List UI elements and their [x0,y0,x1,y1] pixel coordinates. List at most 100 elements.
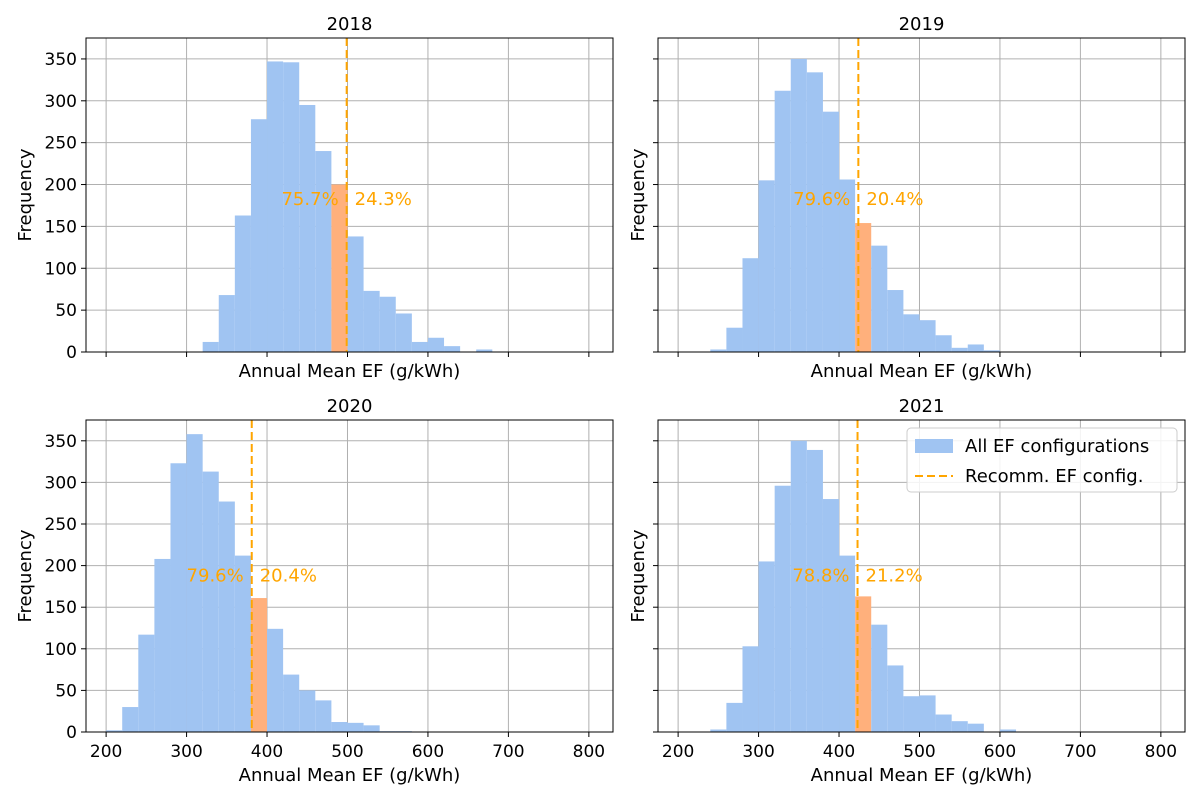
histogram-bar [710,349,727,352]
histogram-bar [283,62,300,353]
x-tick-label: 700 [1064,742,1096,762]
histogram-bar [855,596,872,732]
histogram-bar [999,729,1017,732]
histogram-bar [267,628,284,732]
y-tick-label: 150 [45,217,77,237]
x-tick-label: 200 [90,742,122,762]
histogram-bar [710,729,727,732]
histogram-bar [186,434,203,732]
histogram-bar [218,501,235,732]
panel-2018: 75.7% 24.3% 0 50 100 150 200 250 300 350 2018 Annua… [15,14,614,382]
histogram-bar [347,236,364,352]
axes-frame [657,37,1186,353]
panel-2019: 79.6% 20.4% 2019 Annual Mean EF (g/kWh) Freq… [628,14,1186,382]
histogram-bar [202,471,219,732]
histogram-bar [951,347,968,352]
y-axis-label: Frequency [15,529,36,622]
histogram-bar [283,674,300,732]
y-axis-label: Frequency [628,529,649,622]
x-axis-label: Annual Mean EF (g/kWh) [239,765,461,786]
histogram-bar [154,558,171,732]
histogram-bar [267,61,284,352]
pct-left-label: 79.6% [187,566,244,587]
histogram-bar [935,335,952,352]
y-tick-label: 300 [45,92,77,112]
x-axis-label: Annual Mean EF (g/kWh) [811,765,1033,786]
x-tick-label: 400 [823,742,855,762]
y-axis-label: Frequency [628,148,649,241]
histogram-bar [951,721,968,732]
legend-entry-all: All EF configurations [965,436,1149,457]
histogram-bar [887,665,904,732]
x-tick-label: 600 [984,742,1016,762]
histogram-bar [444,346,461,352]
y-tick-label: 150 [45,598,77,618]
chart-title: 2020 [327,396,373,417]
histogram-bar [790,58,807,352]
panel-2020: 79.6% 20.4% 200 300 400 500 600 700 800 0 50 100 150… [15,396,614,786]
x-tick-label: 300 [170,742,202,762]
histogram-bar [395,313,412,352]
histogram-bar [363,290,380,352]
histogram-bar [331,722,348,732]
x-tick-label: 500 [903,742,935,762]
pct-left-label: 79.6% [793,189,850,210]
y-axis-label: Frequency [15,148,36,241]
histogram-bar [250,119,268,352]
y-tick-label: 0 [66,723,77,743]
y-tick-label: 0 [66,343,77,363]
histogram-bar [202,341,219,352]
pct-right-label: 20.4% [866,189,923,210]
y-tick-label: 300 [45,473,77,493]
x-axis-label: Annual Mean EF (g/kWh) [239,361,461,382]
histogram-bar [379,296,396,352]
pct-left-label: 78.8% [792,566,849,587]
histogram-bar [299,690,316,732]
histogram-bar [774,485,791,732]
histogram-bar [347,722,364,732]
histogram-bar [919,320,936,352]
legend: All EF configurations Recomm. EF config. [906,427,1178,493]
chart-title: 2018 [327,14,373,35]
histogram-bar [315,700,332,732]
histogram-bar [742,646,759,732]
x-axis-label: Annual Mean EF (g/kWh) [811,361,1033,382]
axes-frame [657,419,1186,733]
y-tick-label: 350 [45,50,77,70]
x-tick-label: 300 [742,742,774,762]
legend-swatch-bars [915,439,953,453]
histogram-bar [935,714,952,732]
panel-2021: 78.8% 21.2% 200 300 400 500 600 700 800 2021 Annua… [628,396,1186,786]
legend-box [906,427,1178,493]
histogram-bar [250,598,268,732]
histogram-bar [903,314,920,352]
chart-title: 2019 [899,14,945,35]
histogram-bar [758,180,775,352]
histogram-bar [315,151,332,352]
y-tick-label: 100 [45,259,77,279]
histogram-bar [790,440,807,732]
x-tick-label: 800 [1145,742,1177,762]
y-tick-label: 250 [45,134,77,154]
histogram-bar [919,695,936,732]
chart-title: 2021 [899,396,945,417]
histogram-bar [983,350,1000,352]
x-tick-label: 700 [492,742,524,762]
histogram-bar [887,290,904,352]
x-tick-label: 600 [412,742,444,762]
histogram-bar [806,72,823,353]
y-tick-label: 250 [45,515,77,535]
histogram-bar [138,634,155,732]
pct-right-label: 20.4% [260,566,317,587]
y-tick-label: 350 [45,432,77,452]
histogram-bar [234,215,251,352]
histogram-bar [427,337,445,352]
histogram-bar [122,707,139,732]
histogram-bar [218,295,235,352]
histogram-bar [839,179,856,352]
x-tick-label: 500 [331,742,363,762]
histogram-bar [234,555,251,732]
histogram-bar [871,624,888,732]
histogram-bar [967,344,984,352]
